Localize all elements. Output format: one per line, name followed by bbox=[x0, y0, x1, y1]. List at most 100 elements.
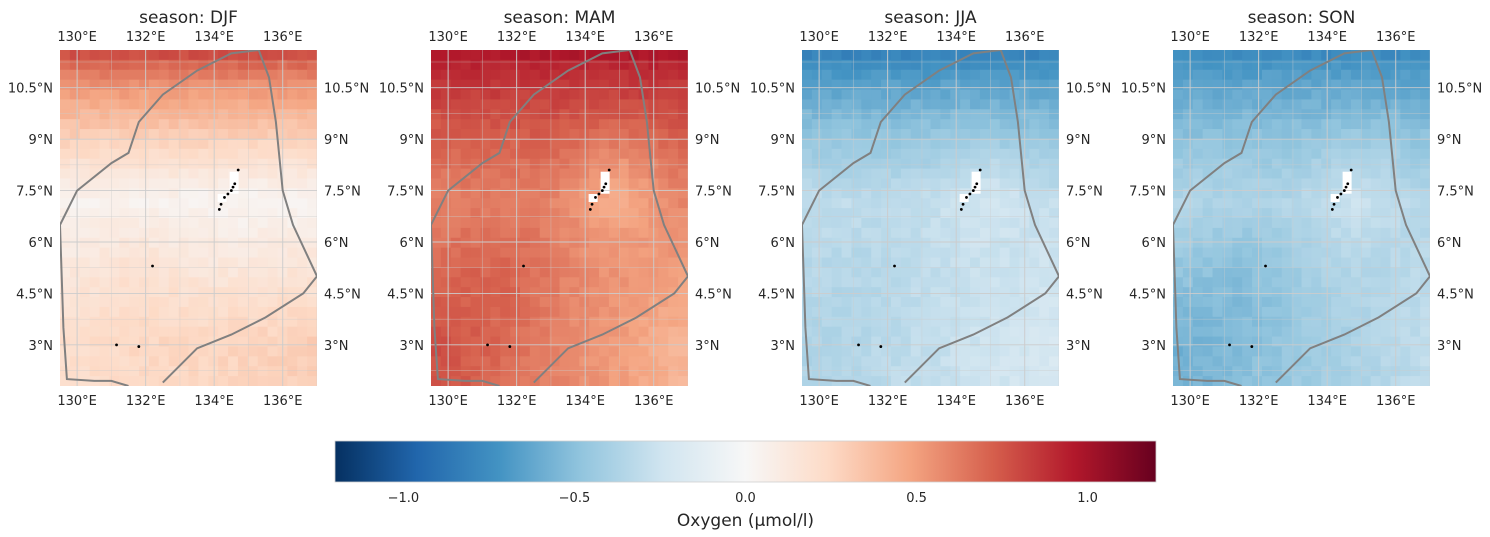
oxygen-anomaly-field bbox=[60, 50, 317, 386]
grid-cell bbox=[821, 218, 833, 229]
grid-cell bbox=[920, 376, 932, 386]
grid-cell bbox=[431, 316, 442, 328]
grid-cell bbox=[1192, 59, 1204, 71]
grid-cell bbox=[228, 59, 239, 71]
grid-cell bbox=[247, 376, 259, 386]
grid-cell bbox=[450, 277, 462, 288]
grid-cell bbox=[930, 366, 941, 377]
grid-cell bbox=[208, 356, 219, 367]
grid-cell bbox=[519, 79, 531, 91]
grid-cell bbox=[841, 346, 853, 357]
grid-cell bbox=[821, 69, 833, 81]
grid-cell bbox=[470, 247, 482, 259]
grid-cell bbox=[480, 208, 491, 219]
grid-cell bbox=[910, 188, 922, 199]
grid-cell bbox=[920, 297, 932, 308]
grid-cell bbox=[119, 336, 130, 348]
grid-cell bbox=[228, 326, 239, 338]
grid-cell bbox=[1331, 59, 1342, 71]
grid-cell bbox=[247, 109, 259, 120]
grid-cell bbox=[178, 336, 190, 348]
grid-cell bbox=[1173, 297, 1184, 308]
grid-cell bbox=[920, 366, 932, 377]
grid-cell bbox=[851, 188, 862, 199]
lon-tick-label-bottom: 132°E bbox=[126, 394, 166, 409]
grid-cell bbox=[831, 178, 843, 189]
grid-cell bbox=[638, 376, 650, 386]
grid-cell bbox=[168, 376, 180, 386]
grid-cell bbox=[999, 237, 1011, 249]
grid-cell bbox=[638, 59, 650, 71]
grid-cell bbox=[460, 306, 472, 318]
grid-cell bbox=[208, 237, 219, 249]
grid-cell bbox=[307, 247, 317, 259]
colorbar-tick-label: 0.0 bbox=[735, 491, 756, 506]
grid-cell bbox=[599, 316, 610, 328]
grid-cell bbox=[1350, 366, 1362, 377]
grid-cell bbox=[247, 218, 259, 229]
grid-cell bbox=[900, 237, 912, 249]
lat-tick-label-left: 3°N bbox=[1142, 339, 1167, 354]
grid-cell bbox=[228, 138, 239, 150]
grid-cell bbox=[989, 89, 1001, 101]
grid-cell bbox=[549, 227, 561, 239]
grid-cell bbox=[208, 366, 219, 377]
grid-cell bbox=[198, 79, 209, 91]
grid-cell bbox=[1370, 376, 1382, 386]
grid-cell bbox=[851, 168, 862, 180]
lat-tick-label-left: 6°N bbox=[400, 236, 425, 251]
grid-cell bbox=[802, 178, 813, 189]
grid-cell bbox=[589, 79, 600, 91]
grid-cell bbox=[1420, 376, 1430, 386]
grid-cell bbox=[890, 227, 902, 239]
grid-cell bbox=[89, 316, 101, 328]
grid-cell bbox=[549, 316, 561, 328]
grid-cell bbox=[979, 168, 991, 180]
grid-cell bbox=[1202, 178, 1214, 189]
grid-cell bbox=[267, 218, 279, 229]
grid-cell bbox=[1009, 257, 1021, 269]
grid-cell bbox=[881, 316, 892, 328]
grid-cell bbox=[188, 69, 199, 81]
grid-cell bbox=[460, 208, 472, 219]
island-marker bbox=[959, 208, 963, 211]
grid-cell bbox=[1173, 168, 1184, 180]
grid-cell bbox=[519, 306, 531, 318]
grid-cell bbox=[237, 257, 249, 269]
grid-cell bbox=[218, 119, 229, 130]
grid-cell bbox=[480, 148, 491, 160]
colorbar-tick-label: −0.5 bbox=[559, 491, 591, 506]
grid-cell bbox=[851, 227, 862, 239]
grid-cell bbox=[821, 208, 833, 219]
grid-cell bbox=[1311, 198, 1322, 209]
grid-cell bbox=[841, 227, 853, 239]
lat-tick-label-right: 7.5°N bbox=[1066, 185, 1103, 200]
grid-cell bbox=[970, 148, 981, 160]
grid-cell bbox=[549, 366, 561, 377]
grid-cell bbox=[490, 267, 501, 278]
grid-cell bbox=[287, 129, 298, 140]
grid-cell bbox=[247, 69, 259, 81]
grid-cell bbox=[99, 346, 111, 357]
grid-cell bbox=[158, 158, 170, 170]
grid-cell bbox=[940, 138, 951, 150]
grid-cell bbox=[1222, 50, 1233, 61]
grid-cell bbox=[307, 89, 317, 101]
grid-cell bbox=[881, 356, 892, 367]
grid-cell bbox=[950, 99, 961, 110]
lat-tick-label-right: 3°N bbox=[1066, 339, 1091, 354]
grid-cell bbox=[158, 148, 170, 160]
grid-cell bbox=[1301, 188, 1312, 199]
grid-cell bbox=[589, 316, 600, 328]
grid-cell bbox=[139, 59, 150, 71]
grid-cell bbox=[1410, 376, 1421, 386]
grid-cell bbox=[900, 79, 912, 91]
grid-cell bbox=[119, 306, 130, 318]
grid-cell bbox=[851, 50, 862, 61]
grid-cell bbox=[618, 198, 630, 209]
grid-cell bbox=[1009, 109, 1021, 120]
grid-cell bbox=[99, 218, 111, 229]
grid-cell bbox=[79, 208, 91, 219]
grid-cell bbox=[490, 119, 501, 130]
grid-cell bbox=[802, 168, 813, 180]
